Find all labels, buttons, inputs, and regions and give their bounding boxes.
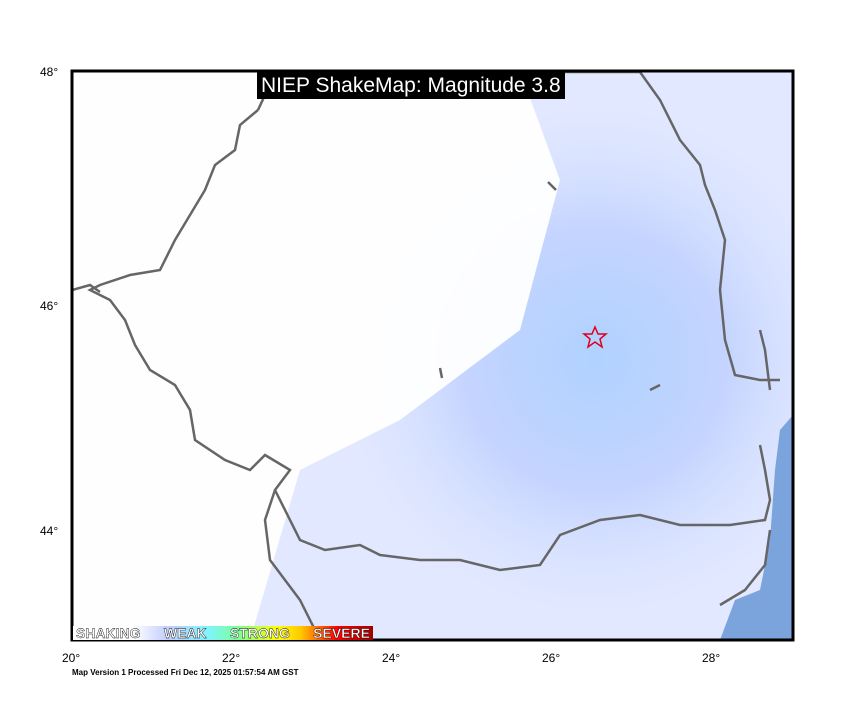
map-frame [70,69,795,642]
processing-footer: Map Version 1 Processed Fri Dec 12, 2025… [72,668,299,677]
lon-axis: 20° 22° 24° 26° 28° [62,651,720,665]
lat-tick-label: 44° [40,524,58,538]
lon-tick-label: 22° [222,651,240,665]
lat-axis: 48° 46° 44° [40,65,58,538]
legend-label: STRONG [229,625,290,641]
lon-tick-label: 20° [62,651,80,665]
legend-label: SEVERE [313,625,370,641]
lon-tick-label: 26° [542,651,560,665]
map-title: NIEP ShakeMap: Magnitude 3.8 [257,72,565,99]
lat-tick-label: 46° [40,299,58,313]
lat-tick-label: 48° [40,65,58,79]
lon-tick-label: 24° [382,651,400,665]
intensity-legend: SHAKING WEAK STRONG SEVERE [73,626,373,640]
legend-label: SHAKING [76,625,141,641]
legend-label: WEAK [163,625,207,641]
black-sea [720,415,793,640]
lon-tick-label: 28° [702,651,720,665]
low-intensity-area [72,71,560,640]
epicenter-star-icon [581,325,609,349]
